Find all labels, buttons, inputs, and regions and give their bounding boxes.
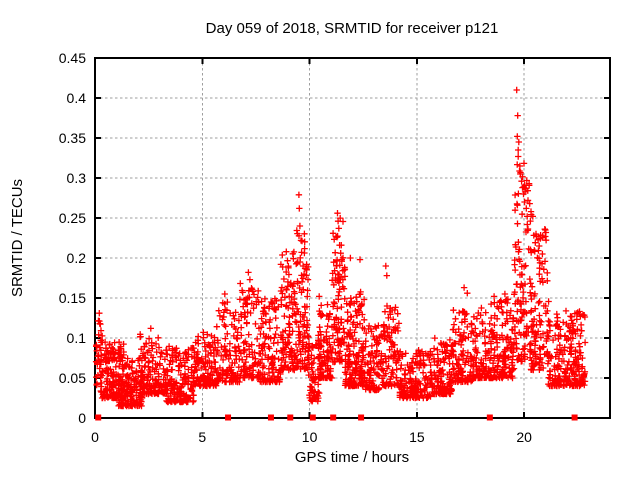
y-tick-label: 0.2 <box>67 250 87 266</box>
plot-frame <box>94 57 611 419</box>
zero-flag-marker <box>571 414 578 421</box>
y-tick-label: 0.1 <box>67 330 87 346</box>
y-tick-label: 0.25 <box>59 210 86 226</box>
x-axis-label: GPS time / hours <box>295 449 409 466</box>
chart-title: Day 059 of 2018, SRMTID for receiver p12… <box>206 20 499 37</box>
y-axis-label: SRMTID / TECUs <box>9 179 26 297</box>
x-tick-label: 0 <box>91 429 99 445</box>
y-tick-label: 0.35 <box>59 130 86 146</box>
zero-flag-marker <box>358 414 365 421</box>
x-tick-label: 20 <box>516 429 532 445</box>
y-tick-label: 0.45 <box>59 50 86 66</box>
data-point-markers <box>92 86 589 410</box>
zero-flag-marker <box>267 414 274 421</box>
y-tick-label: 0.3 <box>67 170 87 186</box>
y-tick-label: 0.05 <box>59 370 86 386</box>
zero-flag-marker <box>330 414 337 421</box>
zero-flag-marker <box>95 414 102 421</box>
x-tick-label: 5 <box>198 429 206 445</box>
x-tick-label: 10 <box>302 429 318 445</box>
x-tick-label: 15 <box>409 429 425 445</box>
y-tick-label: 0.15 <box>59 290 86 306</box>
zero-flag-marker <box>287 414 294 421</box>
plot-border <box>94 57 611 419</box>
y-tick-label: 0 <box>78 410 86 426</box>
y-tick-label: 0.4 <box>67 90 87 106</box>
scatter-points <box>92 86 589 410</box>
zero-flag-marker <box>225 414 232 421</box>
zero-flag-marker <box>486 414 493 421</box>
zero-value-markers <box>95 414 578 421</box>
zero-flag-marker <box>309 414 316 421</box>
